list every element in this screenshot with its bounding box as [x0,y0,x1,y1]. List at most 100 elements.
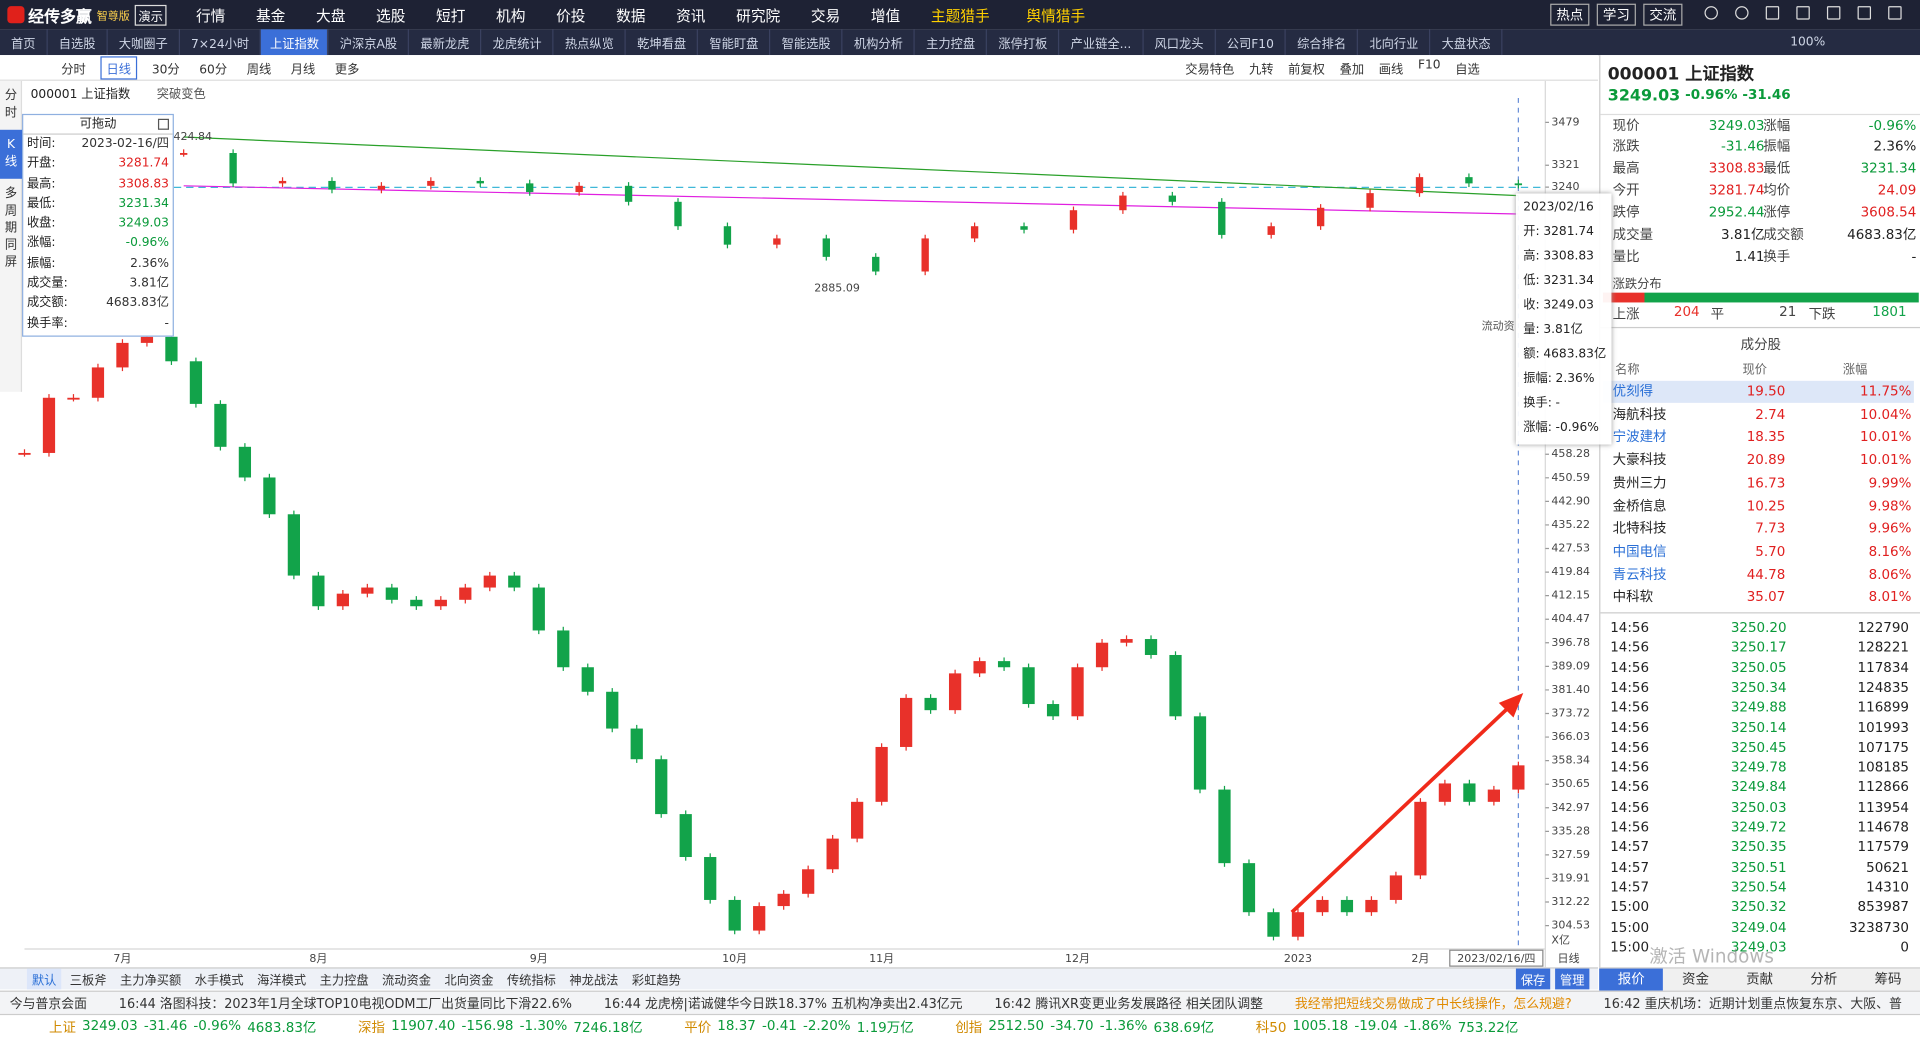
tab-label[interactable]: 首页 [11,37,36,52]
tab-label[interactable]: 乾坤看盘 [637,37,687,52]
tab-label[interactable]: 涨停打板 [998,37,1048,52]
menu-item-accent[interactable]: 舆情猎手 [1026,6,1086,24]
period-button[interactable]: 分时 [61,63,86,77]
tab-label[interactable]: 大盘状态 [1441,37,1491,52]
tab[interactable]: 涨停打板 [987,29,1060,56]
top-button[interactable]: 热点 [1550,3,1590,26]
tab-label[interactable]: 公司F10 [1226,37,1274,52]
indicator-tab[interactable]: 神龙战法 [569,974,619,989]
tab-label[interactable]: 自选股 [58,37,96,52]
news-item[interactable]: 16:44 洛图科技：2023年1月全球TOP10电视ODM工厂出货量同比下滑2… [118,996,573,1011]
tab[interactable]: 沪深京A股 [329,29,410,56]
tab[interactable]: 上证指数 [261,29,329,56]
tool-button[interactable]: F10 [1417,58,1441,73]
period-button[interactable]: 周线 [246,63,272,77]
panel-tab[interactable]: 贡献 [1746,971,1774,987]
news-item[interactable]: 我经常把短线交易做成了中长线操作，怎么规避? [1294,996,1572,1011]
tab-label[interactable]: 智能盯盘 [709,37,759,52]
tab[interactable]: 最新龙虎 [409,29,482,56]
news-item[interactable]: 16:42 重庆机场：近期计划重点恢复东京、大阪、普 [1603,996,1902,1011]
side-tab[interactable]: K线 [0,129,23,179]
component-row[interactable]: 北特科技 7.73 9.96% [1603,518,1914,540]
component-row[interactable]: 贵州三力 16.73 9.99% [1603,472,1914,494]
indicator-tab[interactable]: 传统指标 [506,974,556,989]
menu-item[interactable]: 价投 [556,6,586,24]
indicator-tab[interactable]: 默认 [26,968,62,990]
tab[interactable]: 北向行业 [1358,29,1431,56]
component-row[interactable]: 优刻得 19.50 11.75% [1602,380,1914,403]
menu-item[interactable]: 增值 [870,6,901,24]
tool-button[interactable]: 前复权 [1288,63,1325,78]
tab-label[interactable]: 大咖圈子 [118,37,168,52]
top-button[interactable]: 交流 [1643,3,1683,26]
period-button[interactable]: 60分 [199,63,228,77]
tool-button[interactable]: 交易特色 [1185,63,1235,78]
tab-label[interactable]: 主力控盘 [926,37,976,52]
news-item[interactable]: 16:44 龙虎榜|诺诚健华今日跌18.37% 五机构净卖出2.43亿元 [603,996,963,1011]
indicator-tab[interactable]: 彩虹趋势 [631,974,681,989]
tool-button[interactable]: 自选 [1455,63,1480,78]
component-row[interactable]: 中科软 35.07 8.01% [1603,587,1914,609]
menu-item[interactable]: 交易 [810,6,841,24]
tab-label[interactable]: 综合排名 [1297,37,1347,52]
tab[interactable]: 公司F10 [1216,29,1287,56]
tab-label[interactable]: 风口龙头 [1154,37,1204,52]
chart-option[interactable]: 突破变色 [156,88,206,102]
tab[interactable]: 大盘状态 [1431,29,1503,56]
tab[interactable]: 7×24小时 [180,29,262,56]
period-button[interactable]: 30分 [151,63,180,77]
tab[interactable]: 自选股 [48,29,108,56]
tab[interactable]: 大咖圈子 [108,29,181,56]
tab[interactable]: 智能选股 [771,29,843,56]
period-button[interactable]: 月线 [290,63,316,77]
tab[interactable]: 综合排名 [1286,29,1359,56]
news-item[interactable]: 今与普京会面 [9,996,87,1011]
tab[interactable]: 产业链全... [1060,29,1144,56]
panel-tab[interactable]: 筹码 [1874,971,1902,987]
indicator-action[interactable]: 管理 [1555,968,1590,990]
tab-label[interactable]: 龙虎统计 [492,37,542,52]
tool-button[interactable]: 叠加 [1339,63,1365,78]
component-row[interactable]: 宁波建材 18.35 10.01% [1603,427,1914,449]
top-button[interactable]: 学习 [1596,3,1636,26]
menu-item[interactable]: 行情 [195,6,226,24]
indicator-tab[interactable]: 北向资金 [444,974,494,989]
menu-item[interactable]: 机构 [496,6,526,24]
indicator-tab[interactable]: 海洋模式 [257,974,307,989]
menu-item[interactable]: 数据 [616,6,646,24]
tab-label[interactable]: 北向行业 [1369,37,1419,52]
menu-item[interactable]: 短打 [436,6,466,24]
indicator-tab[interactable]: 三板斧 [69,974,107,989]
demo-badge[interactable]: 演示 [134,4,167,26]
menu-item[interactable]: 基金 [255,6,286,24]
component-row[interactable]: 大豪科技 20.89 10.01% [1603,450,1914,472]
tab[interactable]: 主力控盘 [915,29,988,56]
period-button[interactable]: 更多 [334,63,360,77]
tab[interactable]: 风口龙头 [1144,29,1216,56]
panel-tab[interactable]: 分析 [1810,971,1838,987]
indicator-tab[interactable]: 流动资金 [382,974,432,989]
menu-item[interactable]: 大盘 [315,6,346,24]
component-row[interactable]: 海航科技 2.74 10.04% [1603,404,1914,426]
tab-label[interactable]: 7×24小时 [191,37,250,52]
component-row[interactable]: 中国电信 5.70 8.16% [1603,541,1914,563]
news-item[interactable]: 16:42 腾讯XR变更业务发展路径 相关团队调整 [994,996,1264,1011]
tab-label[interactable]: 智能选股 [781,37,831,52]
tab[interactable]: 热点纵览 [554,29,627,56]
tab[interactable]: 机构分析 [843,29,916,56]
indicator-tab[interactable]: 主力控盘 [319,974,369,989]
tab[interactable]: 乾坤看盘 [626,29,699,56]
menu-item-accent[interactable]: 主题猎手 [930,6,990,24]
indicator-action[interactable]: 保存 [1515,968,1551,990]
indicator-tab[interactable]: 主力净买额 [120,974,182,989]
tab-label[interactable]: 上证指数 [269,37,319,52]
tool-button[interactable]: 画线 [1378,63,1404,78]
panel-tab[interactable]: 资金 [1681,971,1709,987]
side-tab[interactable]: 分时 [4,89,18,121]
component-row[interactable]: 青云科技 44.78 8.06% [1603,564,1914,586]
menu-item[interactable]: 研究院 [736,6,781,24]
tab[interactable]: 龙虎统计 [482,29,554,56]
tab[interactable]: 首页 [0,29,48,56]
panel-tab[interactable]: 报价 [1599,968,1664,991]
tab-label[interactable]: 沪深京A股 [339,37,398,52]
